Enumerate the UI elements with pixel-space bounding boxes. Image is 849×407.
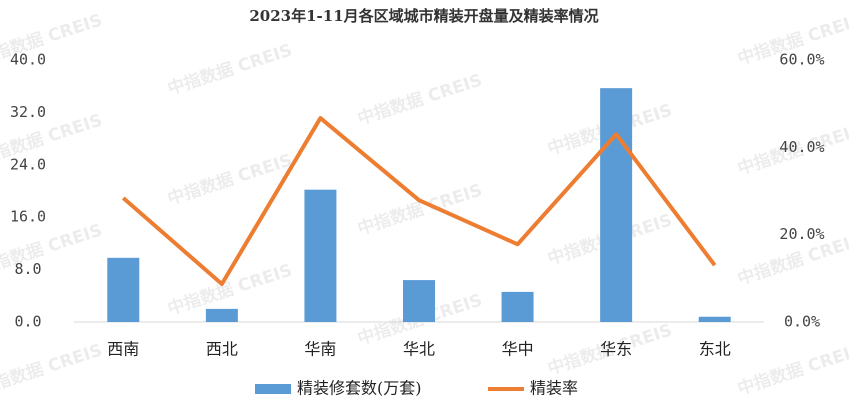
legend-label: 精装修套数(万套): [297, 379, 422, 398]
bar: [304, 189, 337, 322]
bar: [600, 88, 633, 322]
bar: [698, 316, 731, 322]
watermark: 中指数据 CREIS: [0, 340, 105, 400]
y2-tick-label: 20.0%: [779, 225, 824, 243]
line: [121, 116, 717, 287]
y2-tick-label: 40.0%: [779, 138, 824, 156]
x-tick-label: 东北: [699, 340, 731, 359]
y-tick-label: 40.0: [10, 51, 46, 69]
x-tick-label: 华北: [403, 340, 435, 359]
watermark: 中指数据 CREIS: [165, 150, 295, 210]
chart-title: 2023年1-11月各区域城市精装开盘量及精装率情况: [249, 7, 598, 25]
watermark: 中指数据 CREIS: [355, 70, 485, 130]
x-tick-label: 西南: [107, 340, 139, 359]
bar: [107, 257, 140, 322]
watermark: 中指数据 CREIS: [165, 40, 295, 100]
y2-tick-label: 60.0%: [779, 51, 824, 69]
bar: [403, 280, 435, 322]
x-tick-label: 华南: [304, 340, 336, 359]
bar: [501, 291, 534, 322]
x-tick-label: 西北: [206, 340, 238, 359]
watermark: 中指数据 CREIS: [355, 180, 485, 240]
bar: [205, 308, 238, 322]
watermark: 中指数据 CREIS: [735, 340, 849, 400]
legend-label: 精装率: [530, 379, 578, 398]
y2-tick-label: 0.0%: [784, 313, 820, 331]
y-tick-label: 16.0: [10, 208, 46, 226]
y-tick-label: 32.0: [10, 103, 46, 121]
y-tick-label: 24.0: [10, 155, 46, 173]
y-tick-label: 8.0: [14, 260, 41, 278]
legend-swatch: [255, 384, 291, 394]
x-tick-label: 华中: [502, 340, 534, 359]
x-tick-label: 华东: [600, 340, 632, 359]
y-tick-label: 0.0: [14, 313, 41, 331]
